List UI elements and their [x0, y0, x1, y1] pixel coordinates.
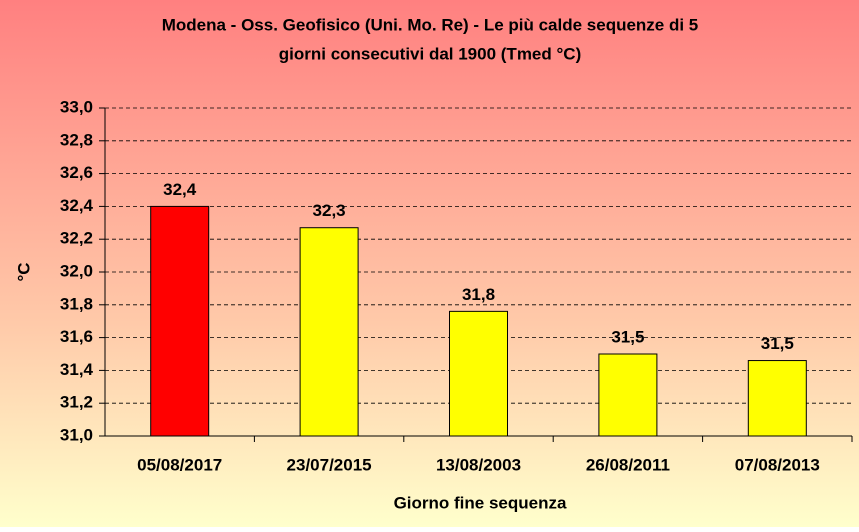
bar: [150, 205, 210, 437]
bar: [598, 353, 658, 437]
value-label: 31,5: [761, 334, 794, 353]
y-axis-label: °C: [14, 262, 33, 281]
y-tick-label: 32,2: [60, 229, 93, 248]
y-tick-label: 31,6: [60, 327, 93, 346]
bar: [747, 360, 807, 437]
y-tick-label: 31,4: [60, 360, 94, 379]
x-tick-label: 26/08/2011: [586, 455, 670, 474]
y-tick-label: 32,0: [60, 261, 93, 280]
value-label: 31,5: [611, 327, 644, 346]
x-tick-label: 07/08/2013: [735, 455, 820, 474]
chart-title: Modena - Oss. Geofisico (Uni. Mo. Re) - …: [162, 15, 699, 34]
x-tick-label: 13/08/2003: [436, 455, 521, 474]
y-tick-label: 31,2: [60, 393, 93, 412]
x-tick-label: 05/08/2017: [137, 455, 222, 474]
y-tick-label: 31,8: [60, 294, 93, 313]
y-tick-label: 32,6: [60, 163, 93, 182]
bar: [299, 227, 359, 437]
y-tick-label: 31,0: [60, 425, 93, 444]
value-label: 32,3: [313, 201, 346, 220]
value-label: 31,8: [462, 285, 495, 304]
chart-title: giorni consecutivi dal 1900 (Tmed °C): [279, 44, 581, 63]
x-tick-label: 23/07/2015: [287, 455, 372, 474]
x-axis-label: Giorno fine sequenza: [394, 493, 567, 512]
y-tick-label: 32,4: [60, 196, 94, 215]
value-label: 32,4: [163, 180, 197, 199]
y-tick-label: 32,8: [60, 130, 93, 149]
bar: [449, 310, 508, 437]
y-tick-label: 33,0: [60, 97, 93, 116]
